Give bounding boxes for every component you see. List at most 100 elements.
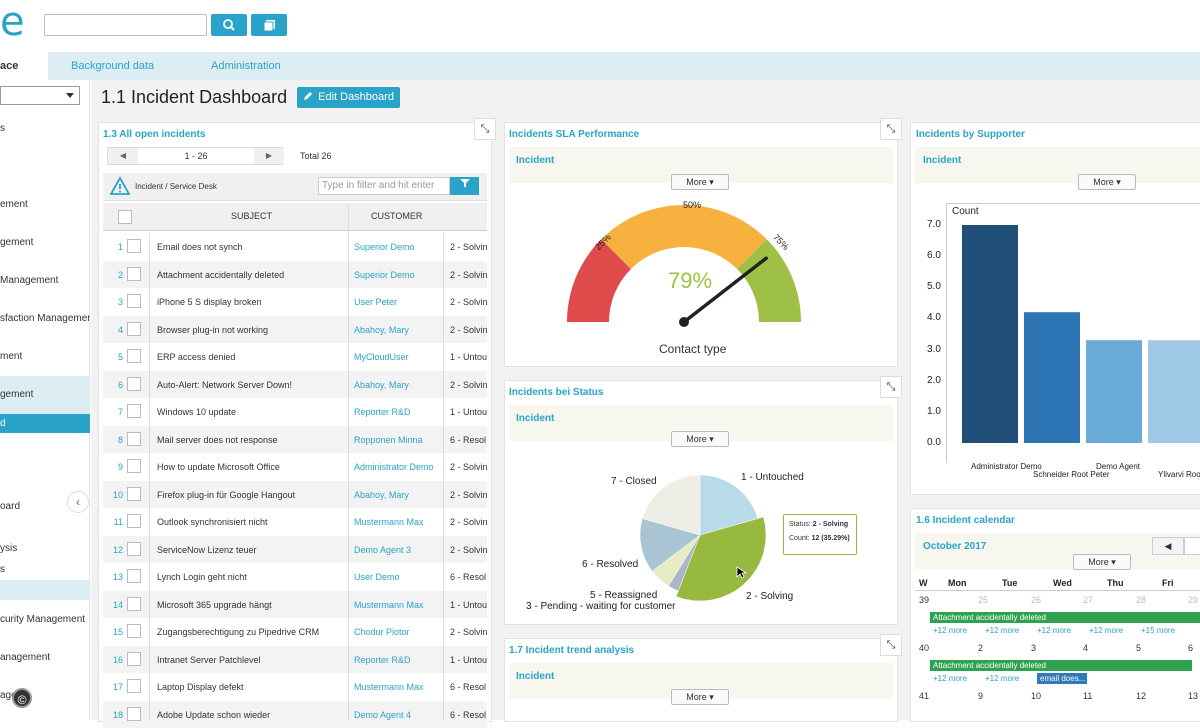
row-customer[interactable]: Ropponen Minna (354, 435, 423, 445)
row-customer[interactable]: Abahoy, Mary (354, 380, 409, 390)
tab-administration[interactable]: Administration (211, 52, 281, 80)
calendar-more-link[interactable]: +12 more (933, 674, 967, 683)
collapse-sidebar-button[interactable]: ‹ (67, 491, 89, 513)
calendar-event[interactable]: email does... (1037, 673, 1087, 684)
row-checkbox[interactable] (127, 459, 141, 473)
row-checkbox[interactable] (127, 542, 141, 556)
row-number[interactable]: 2 (103, 270, 123, 280)
column-header[interactable]: SUBJECT (231, 211, 272, 221)
row-customer[interactable]: Demo Agent 4 (354, 710, 411, 720)
row-checkbox[interactable] (127, 652, 141, 666)
row-number[interactable]: 13 (103, 572, 123, 582)
row-number[interactable]: 15 (103, 627, 123, 637)
row-number[interactable]: 17 (103, 682, 123, 692)
row-checkbox[interactable] (127, 624, 141, 638)
row-subject[interactable]: Attachment accidentally deleted (157, 270, 347, 280)
row-subject[interactable]: iPhone 5 S display broken (157, 297, 347, 307)
sidebar-select[interactable] (0, 86, 80, 105)
row-checkbox[interactable] (127, 597, 141, 611)
next-month-button[interactable] (1184, 537, 1200, 555)
expand-icon[interactable]: ⤡ (474, 118, 496, 140)
select-all-checkbox[interactable] (118, 210, 132, 224)
row-subject[interactable]: ERP access denied (157, 352, 347, 362)
row-customer[interactable]: Superior Demo (354, 242, 415, 252)
row-customer[interactable]: MyCloudUser (354, 352, 409, 362)
row-customer[interactable]: Administrator Demo (354, 462, 434, 472)
row-number[interactable]: 12 (103, 545, 123, 555)
row-number[interactable]: 14 (103, 600, 123, 610)
search-input[interactable] (44, 14, 207, 36)
row-number[interactable]: 1 (103, 242, 123, 252)
row-subject[interactable]: ServiceNow Lizenz teuer (157, 545, 347, 555)
sidebar-item-active-group[interactable]: gement (0, 376, 90, 414)
row-number[interactable]: 10 (103, 490, 123, 500)
row-subject[interactable]: How to update Microsoft Office (157, 462, 347, 472)
sidebar-item[interactable]: sfaction Managemen (0, 313, 90, 324)
expand-icon[interactable]: ⤡ (880, 118, 902, 140)
row-customer[interactable]: Mustermann Max (354, 517, 424, 527)
expand-icon[interactable]: ⤡ (880, 376, 902, 398)
row-checkbox[interactable] (127, 404, 141, 418)
row-checkbox[interactable] (127, 349, 141, 363)
row-customer[interactable]: Abahoy, Mary (354, 490, 409, 500)
prev-month-button[interactable]: ◀ (1152, 537, 1184, 555)
table-row[interactable]: 9 How to update Microsoft Office Administr… (103, 453, 487, 481)
row-number[interactable]: 9 (103, 462, 123, 472)
row-customer[interactable]: Abahoy, Mary (354, 325, 409, 335)
edit-dashboard-button[interactable]: Edit Dashboard (297, 87, 400, 108)
more-button[interactable]: More ▾ (671, 174, 729, 190)
row-number[interactable]: 7 (103, 407, 123, 417)
bar[interactable] (1024, 312, 1080, 443)
row-checkbox[interactable] (127, 707, 141, 721)
bar[interactable] (1148, 340, 1200, 443)
row-number[interactable]: 4 (103, 325, 123, 335)
more-button[interactable]: More ▾ (671, 431, 729, 447)
row-checkbox[interactable] (127, 294, 141, 308)
row-checkbox[interactable] (127, 322, 141, 336)
row-checkbox[interactable] (127, 377, 141, 391)
calendar-more-link[interactable]: +15 more (1141, 626, 1175, 635)
copy-button[interactable] (251, 14, 287, 36)
row-customer[interactable]: Demo Agent 3 (354, 545, 411, 555)
row-number[interactable]: 5 (103, 352, 123, 362)
row-number[interactable]: 6 (103, 380, 123, 390)
sidebar-item[interactable]: s (0, 123, 90, 134)
more-button[interactable]: More ▾ (1078, 174, 1136, 190)
row-number[interactable]: 16 (103, 655, 123, 665)
row-customer[interactable]: Mustermann Max (354, 682, 424, 692)
sidebar-item[interactable]: anagement (0, 652, 90, 663)
calendar-more-link[interactable]: +12 more (1089, 626, 1123, 635)
calendar-more-link[interactable]: +12 more (985, 626, 1019, 635)
row-number[interactable]: 8 (103, 435, 123, 445)
sidebar-item[interactable]: Management (0, 275, 90, 286)
calendar-event[interactable]: Attachment accidentally deleted (930, 660, 1192, 671)
row-checkbox[interactable] (127, 487, 141, 501)
filter-button[interactable] (450, 177, 479, 195)
row-subject[interactable]: Auto-Alert: Network Server Down! (157, 380, 347, 390)
calendar-more-link[interactable]: +12 more (985, 674, 1019, 683)
sidebar-subitem[interactable]: s (0, 564, 90, 575)
sidebar-subitem-active[interactable]: d (0, 414, 90, 433)
search-button[interactable] (211, 14, 247, 36)
row-subject[interactable]: Intranet Server Patchlevel (157, 655, 347, 665)
sidebar-item[interactable]: ment (0, 351, 90, 362)
row-subject[interactable]: Zugangsberechtigung zu Pipedrive CRM (157, 627, 347, 637)
table-row[interactable]: 6 Auto-Alert: Network Server Down! Abahoy,… (103, 371, 487, 399)
tab-workspace[interactable]: ace (0, 52, 48, 80)
row-checkbox[interactable] (127, 569, 141, 583)
sidebar-subitem[interactable]: ysis (0, 543, 90, 554)
row-customer[interactable]: User Demo (354, 572, 400, 582)
row-checkbox[interactable] (127, 679, 141, 693)
row-customer[interactable]: Mustermann Max (354, 600, 424, 610)
